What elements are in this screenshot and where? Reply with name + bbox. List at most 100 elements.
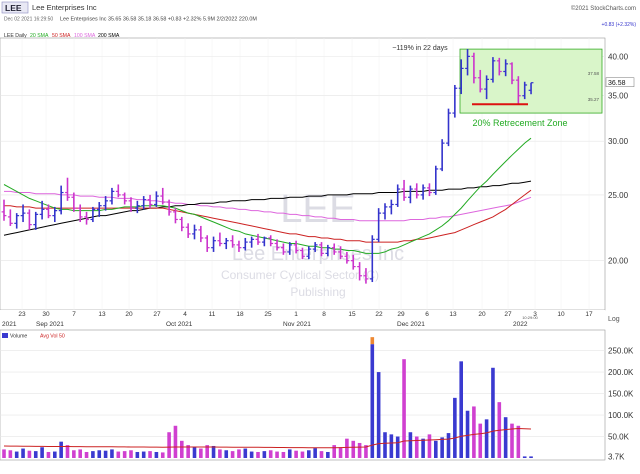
volume-bar	[205, 445, 209, 458]
symbol-box-label: LEE	[5, 3, 22, 13]
volume-bar	[268, 450, 273, 458]
volume-bar	[472, 406, 476, 458]
quote-line: Lee Enterprises Inc 35.65 36.58 35.18 36…	[60, 17, 257, 23]
ohlc-bar	[115, 184, 121, 198]
ohlc-bar	[109, 187, 115, 205]
ohlc-bar	[236, 240, 242, 252]
ohlc-bar	[471, 52, 477, 84]
ohlc-bar	[223, 237, 229, 250]
volume-tick-label: 250.0K	[608, 347, 634, 356]
ohlc-bar	[65, 177, 70, 201]
x-day-label: 30	[42, 311, 50, 318]
sma50-line	[4, 189, 532, 243]
ohlc-bar	[173, 208, 178, 224]
volume-bar	[180, 440, 184, 458]
volume-panel	[0, 329, 606, 461]
ohlc-bar	[249, 236, 255, 248]
volume-bar	[135, 451, 140, 458]
last-price-tag-text: 36.58	[608, 80, 626, 87]
volume-bar	[224, 450, 229, 458]
legend-prefix: LEE Daily	[4, 33, 27, 39]
x-day-label: 18	[236, 311, 244, 318]
volume-bar	[262, 451, 267, 458]
x-day-label: 20	[125, 311, 133, 318]
ohlc-bar	[122, 192, 128, 205]
ohlc-bar	[96, 202, 102, 217]
price-axis: 20.00 25.00 30.00 35.00 40.00	[608, 52, 629, 265]
ohlc-bar	[211, 236, 216, 252]
ohlc-bar	[344, 251, 350, 264]
ohlc-bar	[14, 213, 20, 229]
ohlc-bar	[103, 196, 108, 211]
ohlc-bar	[306, 246, 312, 260]
volume-bar	[383, 432, 387, 458]
price-tick-label: 40.00	[608, 52, 629, 61]
ohlc-bar	[401, 179, 407, 201]
ohlc-bar	[528, 82, 534, 95]
upper-price-tag: 37.58	[588, 71, 600, 76]
x-axis: 23 30 7 13 20 27 4 11 18 25 1 8 15 22 29 6 13 20 27 3 10 1720…	[2, 311, 593, 328]
volume-bar	[148, 451, 152, 458]
volume-bar	[516, 425, 521, 458]
x-month-label: 2021	[2, 321, 17, 328]
company-title: Lee Enterprises Inc	[32, 3, 97, 12]
volume-bar	[256, 451, 260, 458]
watermark-symbol: LEE	[280, 187, 356, 231]
x-day-label: 10	[557, 311, 565, 318]
ohlc-bar	[293, 240, 299, 254]
ohlc-bar	[134, 200, 140, 214]
last-price-tag	[605, 77, 635, 87]
ohlc-bar	[433, 165, 439, 195]
x-month-label: Nov 2021	[283, 321, 311, 328]
watermark-company: Lee Enterprises Inc	[232, 243, 404, 265]
ohlc-bar	[1, 199, 7, 221]
volume-bar	[14, 451, 19, 458]
volume-bar	[503, 417, 508, 458]
x-day-label: 29	[397, 311, 405, 318]
ohlc-bar	[465, 49, 470, 76]
price-tick-label: 20.00	[608, 257, 629, 266]
x-day-label: 25	[264, 311, 272, 318]
ohlc-bar	[515, 76, 521, 105]
ohlc-bar	[20, 204, 26, 223]
volume-bar	[345, 438, 349, 458]
ohlc-bar	[382, 203, 388, 220]
volume-bar	[376, 372, 381, 458]
x-day-label: 3	[533, 311, 537, 318]
volume-bar	[59, 441, 63, 458]
ohlc-bar	[503, 59, 509, 77]
volume-bar	[338, 447, 343, 458]
ohlc-bar	[357, 262, 362, 281]
ohlc-bar	[376, 208, 382, 243]
log-toggle[interactable]: Log	[608, 316, 620, 323]
volume-bar	[408, 432, 413, 458]
volume-spike-cap	[370, 337, 375, 345]
ohlc-bar	[39, 200, 45, 220]
ohlc-bar	[408, 185, 413, 204]
ohlc-bar	[509, 62, 515, 85]
ohlc-bar	[58, 185, 64, 215]
header-bar	[0, 0, 640, 14]
ohlc-bar	[312, 242, 318, 252]
symbol-box[interactable]	[1, 1, 29, 14]
volume-axis: 250.0K 200.0K 150.0K 100.0K 50.0K 3.7K	[608, 347, 634, 462]
ohlc-bar	[338, 246, 343, 260]
volume-bar	[33, 451, 38, 458]
ohlc-bar	[287, 242, 293, 255]
ohlc-bar	[484, 75, 489, 100]
volume-bar	[84, 451, 89, 458]
x-day-label: 13	[449, 311, 457, 318]
volume-bar	[53, 451, 57, 458]
ohlc-bar	[452, 84, 458, 118]
ohlc-bar	[496, 57, 502, 76]
ohlc-bar	[363, 268, 369, 284]
volume-bar	[218, 449, 222, 458]
volume-bar	[313, 448, 317, 458]
volume-bar	[281, 451, 286, 458]
volume-bar	[389, 434, 394, 458]
volume-tick-label: 150.0K	[608, 390, 634, 399]
x-day-label: 4	[183, 311, 187, 318]
ohlc-bar	[395, 184, 401, 207]
sma20-line	[3, 137, 532, 254]
